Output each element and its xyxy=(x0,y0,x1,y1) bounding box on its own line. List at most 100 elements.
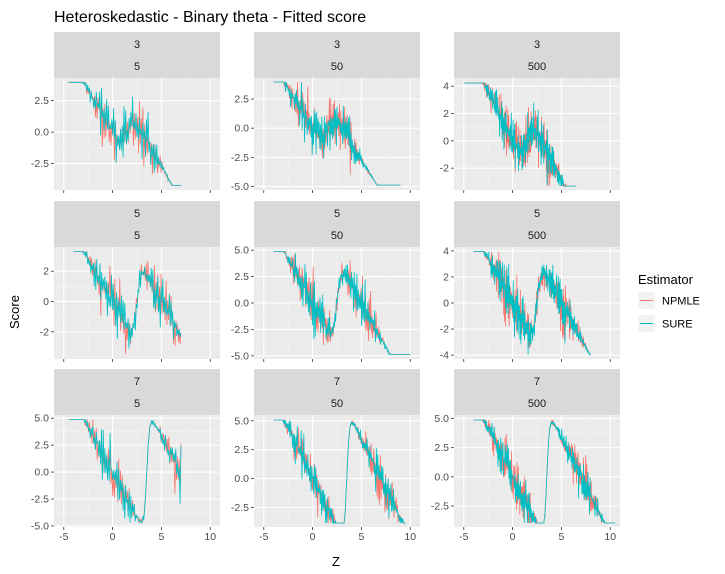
y-tick-label: 2.5 xyxy=(234,271,249,283)
legend-title: Estimator xyxy=(638,272,694,287)
strip-label-bottom: 5 xyxy=(134,398,140,410)
y-tick-label: -5.0 xyxy=(231,181,249,193)
y-tick-label: -5.0 xyxy=(231,350,249,362)
strip-label-bottom: 5 xyxy=(134,230,140,242)
y-tick-label: 2.5 xyxy=(34,95,49,107)
y-tick-label: 0.0 xyxy=(34,127,49,139)
y-tick-label: 4 xyxy=(443,81,449,93)
y-tick-label: -2 xyxy=(440,163,449,175)
strip-label-bottom: 500 xyxy=(528,398,546,410)
x-tick-label: 10 xyxy=(404,531,416,543)
x-tick-label: 10 xyxy=(604,531,616,543)
y-tick-label: 2 xyxy=(443,271,449,283)
strip-label-bottom: 500 xyxy=(528,230,546,242)
strip-label-top: 3 xyxy=(534,39,540,51)
y-tick-label: 5.0 xyxy=(234,245,249,257)
y-tick-label: 0.0 xyxy=(234,298,249,310)
y-tick-label: 0.0 xyxy=(34,467,49,479)
y-tick-label: 5.0 xyxy=(234,415,249,427)
facet-panel: 3 5 -2.5 0.0 2.5 xyxy=(31,32,220,193)
series-line-sure xyxy=(68,419,182,524)
y-tick-label: 0.0 xyxy=(234,123,249,135)
facet-strip xyxy=(454,32,620,78)
strip-label-bottom: 500 xyxy=(528,61,546,73)
y-tick-label: 2.5 xyxy=(34,440,49,452)
y-axis-title: Score xyxy=(7,295,22,329)
y-tick-label: 0 xyxy=(443,135,449,147)
strip-label-bottom: 5 xyxy=(134,61,140,73)
y-tick-label: 0.0 xyxy=(434,471,449,483)
strip-label-top: 7 xyxy=(134,376,140,388)
facet-panel: 7 500 -2.5 0.0 2.5 5.0 -5 0 5 10 xyxy=(431,369,620,543)
facet-strip xyxy=(54,201,220,247)
strip-label-top: 7 xyxy=(534,376,540,388)
x-tick-label: -5 xyxy=(259,531,268,543)
series-line-sure xyxy=(68,81,181,186)
y-tick-label: 5.0 xyxy=(34,413,49,425)
x-tick-label: 5 xyxy=(558,531,564,543)
series-line-sure xyxy=(473,419,616,524)
legend-items: NPMLE SURE xyxy=(638,292,700,332)
series-line-sure xyxy=(273,81,401,186)
strip-label-bottom: 50 xyxy=(331,61,343,73)
series-line-sure xyxy=(473,251,591,356)
facet-panel: 3 500 -2 0 2 4 xyxy=(440,32,620,193)
x-tick-label: 5 xyxy=(158,531,164,543)
y-tick-label: -2.5 xyxy=(31,158,49,170)
y-tick-label: 4 xyxy=(443,245,449,257)
strip-label-top: 3 xyxy=(334,39,340,51)
y-tick-label: -2.5 xyxy=(231,152,249,164)
facet-strip xyxy=(54,32,220,78)
strip-label-top: 5 xyxy=(334,208,340,220)
legend: Estimator NPMLE SURE xyxy=(638,272,700,332)
y-tick-label: 2 xyxy=(43,266,49,278)
facet-panel: 7 50 -2.5 0.0 2.5 5.0 -5 0 5 10 xyxy=(231,369,420,543)
series-line-sure xyxy=(273,250,411,356)
facet-panel: 5 50 -5.0 -2.5 0.0 2.5 5.0 xyxy=(231,201,420,362)
facet-strip xyxy=(254,201,420,247)
y-tick-label: 0.0 xyxy=(234,473,249,485)
strip-label-bottom: 50 xyxy=(331,230,343,242)
y-tick-label: 2.5 xyxy=(234,94,249,106)
strip-label-top: 5 xyxy=(134,208,140,220)
legend-label-sure: SURE xyxy=(662,319,693,331)
strip-label-top: 3 xyxy=(134,39,140,51)
y-tick-label: -2.5 xyxy=(431,501,449,513)
x-tick-label: 0 xyxy=(110,531,116,543)
strip-label-top: 5 xyxy=(534,208,540,220)
facet-panel: 7 5 -5.0 -2.5 0.0 2.5 5.0 -5 0 5 10 xyxy=(31,369,220,543)
x-tick-label: 0 xyxy=(310,531,316,543)
x-axis-title: Z xyxy=(332,554,340,569)
y-tick-label: -2.5 xyxy=(31,494,49,506)
x-tick-label: 0 xyxy=(510,531,516,543)
series-line-sure xyxy=(73,250,182,349)
series-line-sure xyxy=(273,419,406,525)
y-tick-label: -2 xyxy=(40,326,49,338)
facet-strip xyxy=(454,201,620,247)
legend-label-npmle: NPMLE xyxy=(662,296,700,308)
x-tick-label: 10 xyxy=(204,531,216,543)
y-tick-label: -2.5 xyxy=(231,502,249,514)
facet-strip xyxy=(54,369,220,415)
facet-panels: 35-2.50.02.5350-5.0-2.50.02.53500-202455… xyxy=(31,32,620,543)
y-tick-label: 0 xyxy=(443,298,449,310)
x-tick-label: 5 xyxy=(358,531,364,543)
x-tick-label: -5 xyxy=(459,531,468,543)
y-tick-label: -2.5 xyxy=(231,324,249,336)
y-tick-label: 0 xyxy=(43,296,49,308)
facet-strip xyxy=(454,369,620,415)
x-tick-label: -5 xyxy=(59,531,68,543)
series-line-sure xyxy=(463,82,577,187)
y-tick-label: -5.0 xyxy=(31,520,49,532)
y-tick-label: -4 xyxy=(440,350,449,362)
facet-strip xyxy=(254,369,420,415)
facet-strip xyxy=(254,32,420,78)
y-tick-label: 2.5 xyxy=(434,442,449,454)
y-tick-label: -2 xyxy=(440,324,449,336)
facet-panel: 5 5 -2 0 2 xyxy=(40,201,220,362)
facet-panel: 3 50 -5.0 -2.5 0.0 2.5 xyxy=(231,32,420,193)
strip-label-bottom: 50 xyxy=(331,398,343,410)
y-tick-label: 2.5 xyxy=(234,444,249,456)
y-tick-label: 5.0 xyxy=(434,413,449,425)
